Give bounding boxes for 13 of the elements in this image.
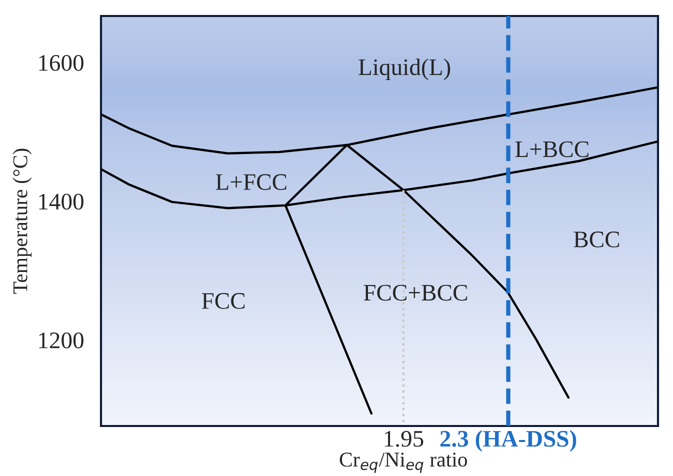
annotation: FCC+BCC — [364, 284, 467, 301]
y-tick-label: 1600 — [39, 54, 84, 71]
annotation: L+BCC — [515, 141, 588, 158]
annotation: L+FCC — [216, 174, 286, 190]
annotation: FCC — [202, 293, 245, 309]
x-tick-label: 1.95 — [384, 430, 424, 447]
x-tick-label: 2.3 (HA-DSS) — [440, 430, 576, 452]
annotation: BCC — [574, 232, 620, 248]
y-tick-label: 1400 — [39, 194, 84, 210]
y-tick-label: 1200 — [39, 332, 84, 348]
y-axis-title: Temperature (°C) — [12, 148, 32, 294]
x-axis-title: Cr$_{eq}$/Ni$_{eq}$ ratio — [340, 452, 468, 473]
annotation: Liquid(L) — [358, 58, 450, 80]
